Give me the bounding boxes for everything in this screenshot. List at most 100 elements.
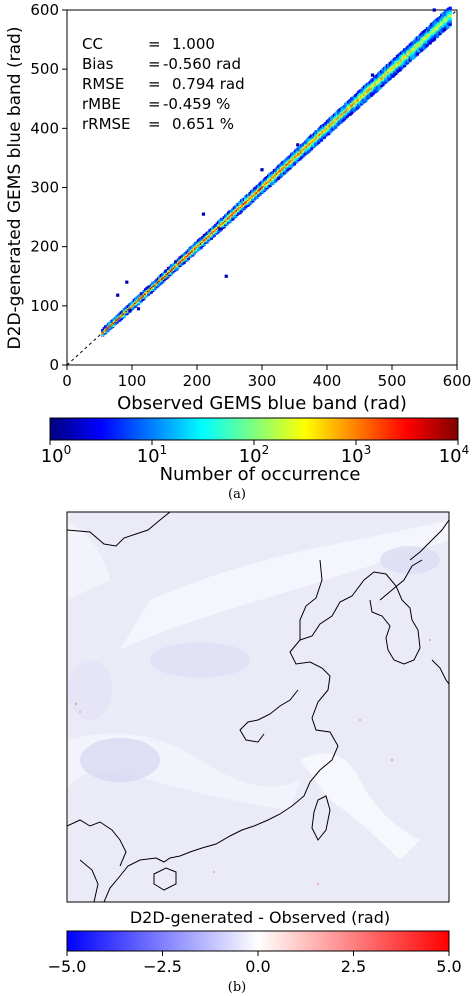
difference-title: D2D-generated - Observed (rad) — [130, 908, 390, 927]
x-tick-label: 100 — [118, 372, 147, 390]
density-cell — [448, 20, 452, 24]
y-tick-label: 100 — [30, 297, 59, 315]
cloud-streak-4 — [67, 520, 110, 600]
density-cell — [231, 217, 235, 221]
density-cell — [435, 34, 439, 39]
stat-rrmse-value: 0.651 % — [172, 115, 234, 133]
density-cell — [175, 267, 179, 271]
cbar-tick-label-2: 102 — [239, 443, 270, 467]
density-cell — [448, 6, 452, 10]
panel-a: 0 100 200 300 400 500 600 0100200300400500600 … — [5, 1, 471, 502]
cbar-tick-label-0: 100 — [41, 443, 72, 467]
difference-colorbar-ticks — [66, 951, 450, 956]
density-cell — [199, 245, 204, 249]
density-cell — [432, 37, 437, 41]
coast-south-china — [103, 847, 203, 902]
x-axis-ticks: 0 100 200 300 400 500 600 — [62, 365, 471, 390]
difference-colorbar-tick-labels: −5.0 −2.5 0.0 2.5 5.0 — [48, 957, 462, 976]
density-cell — [298, 157, 302, 161]
panel-label-b: (b) — [228, 980, 246, 995]
density-cell — [205, 240, 209, 244]
coast-china-east — [201, 639, 339, 849]
density-cell — [295, 159, 299, 163]
coast-bohai — [299, 559, 375, 641]
density-cell — [322, 135, 326, 139]
coast-korea — [369, 571, 421, 665]
border-laos — [79, 859, 99, 902]
density-cell — [228, 219, 232, 224]
occurrence-colorbar-label: Number of occurrence — [160, 464, 361, 485]
density-cell — [388, 76, 392, 80]
stat-cc-eq: = — [148, 35, 161, 53]
map-frame — [66, 511, 450, 903]
x-axis-label: Observed GEMS blue band (rad) — [117, 393, 407, 414]
density-cell — [438, 31, 442, 35]
density-cell — [425, 43, 429, 47]
bias-patch-2 — [150, 642, 250, 678]
density-cell — [424, 45, 428, 49]
density-outlier — [201, 212, 206, 216]
stat-rrmse-eq: = — [148, 115, 161, 133]
density-cell — [445, 11, 449, 15]
stat-cc-label: CC — [82, 35, 103, 53]
density-cell — [415, 47, 419, 51]
map-texture — [67, 512, 449, 902]
density-cell — [371, 92, 375, 96]
density-cell — [448, 13, 452, 18]
density-outlier — [296, 143, 300, 147]
density-cell — [309, 147, 314, 151]
coast-japan — [431, 659, 449, 685]
density-outlier — [218, 227, 222, 231]
density-outlier — [432, 8, 436, 12]
density-cell — [255, 195, 259, 199]
density-cell — [364, 98, 368, 102]
density-points — [101, 6, 452, 337]
panel-label-a: (a) — [228, 487, 246, 502]
cloud-streak-3 — [300, 753, 420, 860]
border-southwest — [67, 819, 127, 867]
cloud-streak-1 — [120, 520, 449, 650]
occurrence-colorbar — [49, 417, 459, 441]
cbar-tick-label-1: 101 — [137, 443, 168, 467]
panel-b: D2D-generated - Observed (rad) −5.0 −2.5… — [48, 511, 462, 995]
density-cell — [274, 179, 278, 183]
density-outlier — [116, 293, 120, 297]
coastlines — [67, 512, 449, 902]
y-tick-label: 500 — [30, 60, 59, 78]
density-cell — [415, 52, 419, 56]
y-axis-ticks: 0 100 200 300 400 500 600 — [30, 1, 67, 374]
occurrence-colorbar-tick-labels: 100 101 102 103 104 — [41, 443, 470, 467]
density-cell — [431, 35, 435, 39]
bias-patch-4 — [68, 660, 112, 720]
density-outlier — [136, 307, 141, 311]
stat-rmbe-eq: = — [148, 95, 161, 113]
density-outlier — [224, 274, 228, 278]
x-tick-label: 500 — [378, 372, 407, 390]
density-cell — [209, 236, 214, 240]
diff-cbar-tick-label-0: −5.0 — [48, 957, 87, 976]
density-cell — [182, 260, 186, 264]
occurrence-colorbar-ticks — [49, 440, 459, 445]
difference-colorbar — [66, 930, 450, 952]
density-cell — [319, 138, 324, 142]
coast-yangtze — [239, 689, 299, 743]
y-axis-label: D2D-generated GEMS blue band (rad) — [5, 27, 25, 350]
density-cell — [388, 71, 392, 75]
y-tick-label: 300 — [30, 179, 59, 197]
stat-rmse-eq: = — [148, 75, 161, 93]
stat-rmbe-label: rMBE — [82, 95, 121, 113]
density-cell — [334, 125, 338, 129]
density-cell — [131, 306, 135, 310]
stat-rrmse-label: rRMSE — [82, 115, 131, 133]
stat-bias-value: -0.560 rad — [163, 55, 241, 73]
stat-cc-value: 1.000 — [172, 35, 215, 53]
density-cell — [381, 82, 385, 87]
density-cell — [402, 64, 407, 68]
y-tick-label: 600 — [30, 1, 59, 19]
positive-bias-speckles — [74, 638, 432, 886]
x-tick-label: 300 — [248, 372, 277, 390]
cbar-tick-label-4: 104 — [439, 443, 470, 467]
density-cell — [161, 280, 165, 284]
stats-box: CC = 1.000 Bias = -0.560 rad RMSE = 0.79… — [82, 35, 245, 133]
